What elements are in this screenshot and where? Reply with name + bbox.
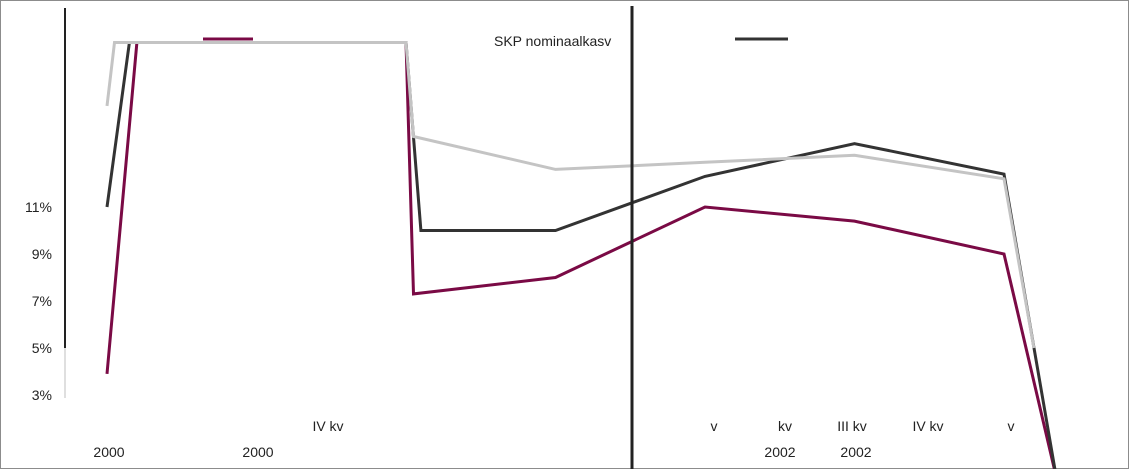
chart-title: SKP nominaalkasv	[494, 33, 611, 49]
decor-layer	[64, 6, 788, 469]
y-tick-label: 5%	[32, 340, 52, 356]
x-year-label: 2002	[840, 444, 871, 460]
x-year-label: 2000	[93, 444, 124, 460]
x-quarter-label: v	[711, 418, 718, 434]
x-quarter-label: IV kv	[912, 418, 943, 434]
x-year-label: 2000	[242, 444, 273, 460]
x-year-label: 2002	[764, 444, 795, 460]
label-layer: 3% 5% 7% 9% 11% IV kv v kv III kv IV kv v 2000 2000 2…	[25, 33, 1014, 460]
series-layer	[105, 41, 1058, 474]
y-tick-label: 9%	[32, 246, 52, 262]
y-tick-label: 11%	[25, 199, 52, 215]
y-tick-label: 3%	[32, 387, 52, 403]
x-quarter-label: v	[1008, 418, 1015, 434]
x-quarter-label: kv	[778, 418, 792, 434]
y-tick-label: 7%	[32, 293, 52, 309]
series-line-3	[105, 41, 1036, 349]
x-quarter-label: III kv	[837, 418, 867, 434]
x-quarter-label: IV kv	[312, 418, 343, 434]
